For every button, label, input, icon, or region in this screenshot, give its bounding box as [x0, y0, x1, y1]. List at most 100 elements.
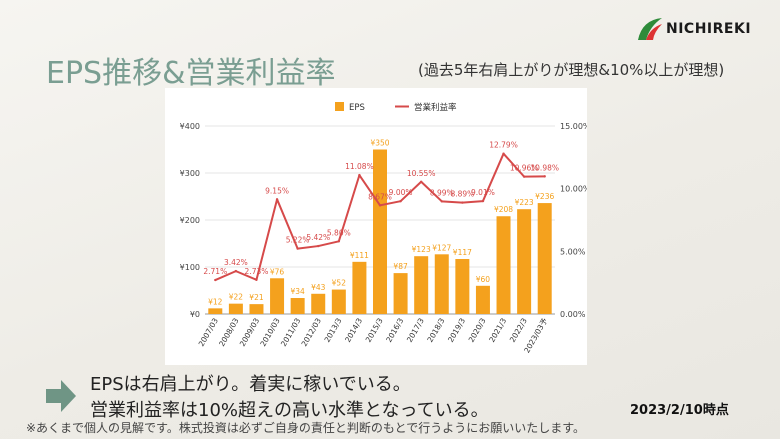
x-tick-label: 2020/3	[467, 316, 488, 344]
margin-point	[234, 269, 238, 273]
x-tick-label: 2012/03	[300, 316, 323, 348]
logo-mark-icon	[636, 16, 664, 42]
logo-text: NICHIREKI	[666, 21, 752, 37]
eps-bar-label: ¥21	[249, 293, 264, 302]
eps-bars: ¥12 ¥22 ¥21 ¥76 ¥34 ¥43 ¥52 ¥111 ¥350 ¥87 ¥123 ¥127…	[208, 139, 554, 314]
eps-bar	[414, 256, 429, 314]
margin-point	[337, 240, 341, 243]
x-tick-label: 2015/3	[364, 316, 385, 344]
margin-point	[255, 278, 258, 281]
eps-bar	[475, 285, 490, 314]
margin-point-label: 5.22%	[286, 236, 310, 245]
eps-bar-label: ¥236	[535, 192, 554, 201]
margin-point-label: 2.73%	[245, 267, 269, 276]
margin-point	[502, 152, 505, 155]
eps-bar	[517, 209, 532, 314]
legend-label-margin: 営業利益率	[414, 102, 457, 113]
eps-bar	[311, 293, 326, 314]
margin-point	[275, 198, 279, 201]
as-of-date: 2023/2/10時点	[630, 403, 729, 418]
x-tick-label: 2014/3	[343, 316, 364, 344]
margin-point	[317, 244, 320, 248]
y2-tick-label: 0.00%	[560, 310, 586, 319]
eps-bar	[434, 254, 449, 314]
eps-bar	[496, 216, 511, 314]
x-tick-label: 2017/3	[405, 316, 426, 344]
company-logo: NICHIREKI	[636, 12, 756, 46]
eps-bar-label: ¥208	[494, 205, 513, 214]
summary-line-eps: EPSは右肩上がり。着実に稼いでいる。	[90, 374, 411, 395]
chart-panel: EPS 営業利益率 ¥12 ¥22 ¥21 ¥76 ¥34 ¥43 ¥52 ¥111 ¥350 ¥8…	[165, 88, 591, 365]
arrow-icon	[46, 378, 76, 414]
eps-bar	[249, 304, 264, 314]
eps-bar-label: ¥52	[332, 279, 347, 288]
margin-line: 2.71%3.42%2.73% 9.15% 5.22%5.42%5.80% 11.08…	[203, 141, 559, 282]
eps-bar-label: ¥111	[350, 251, 369, 260]
y-tick-label: ¥200	[180, 216, 200, 225]
y-tick-label: ¥0	[190, 310, 200, 319]
margin-point-label: 8.67%	[368, 192, 392, 201]
margin-point	[481, 199, 485, 203]
eps-bar	[290, 298, 305, 314]
margin-point-label: 9.00%	[389, 188, 413, 197]
x-tick-label: 2022/3	[508, 316, 529, 344]
margin-point	[378, 204, 382, 207]
margin-point-label: 12.79%	[489, 141, 518, 150]
eps-bar	[373, 149, 387, 314]
margin-point-label: 9.15%	[265, 186, 289, 195]
margin-point-label: 10.96%	[510, 164, 539, 173]
summary-line-margin: 営業利益率は10%超えの高い水準となっている。	[90, 400, 489, 421]
y2-tick-label: 5.00%	[560, 247, 586, 256]
chart-legend: EPS 営業利益率	[335, 102, 457, 113]
eps-bar-label: ¥123	[412, 245, 431, 254]
eps-bar-label: ¥12	[208, 297, 223, 306]
margin-point	[543, 175, 546, 178]
margin-point-label: 8.89%	[450, 190, 474, 199]
eps-bar	[537, 203, 552, 314]
margin-point-label: 2.71%	[203, 267, 227, 276]
eps-bar	[393, 273, 408, 314]
margin-point-label: 10.55%	[407, 169, 436, 178]
legend-swatch-eps	[335, 102, 344, 111]
margin-point	[214, 278, 217, 282]
margin-point-label: 9.01%	[471, 188, 495, 197]
margin-point-label: 10.98%	[530, 163, 559, 172]
margin-point	[358, 173, 361, 177]
margin-point-label: 8.99%	[430, 188, 454, 197]
x-tick-label: 2018/3	[426, 316, 447, 344]
x-tick-label: 2013/3	[323, 316, 344, 344]
eps-bar-label: ¥60	[476, 275, 491, 284]
eps-bar	[455, 259, 470, 314]
eps-bar-label: ¥76	[270, 267, 285, 276]
y2-tick-label: 15.00%	[560, 122, 587, 131]
eps-bar-label: ¥127	[432, 243, 451, 252]
margin-point	[419, 180, 423, 183]
eps-bar	[270, 278, 285, 314]
page-title: EPS推移&営業利益率	[46, 56, 336, 91]
page-subtitle: (過去5年右肩上がりが理想&10%以上が理想)	[418, 61, 725, 79]
eps-bar-label: ¥87	[393, 262, 408, 271]
x-tick-label: 2021/3	[487, 316, 508, 344]
margin-point	[522, 175, 526, 178]
margin-point	[461, 201, 464, 204]
eps-bar-label: ¥43	[311, 283, 326, 292]
x-tick-label: 2016/3	[384, 316, 405, 344]
eps-bar-label: ¥350	[370, 139, 389, 148]
y2-tick-label: 10.00%	[560, 185, 587, 194]
margin-point	[399, 200, 402, 203]
eps-bar-label: ¥117	[453, 248, 472, 257]
eps-bar	[352, 261, 367, 314]
eps-bar	[228, 303, 243, 314]
eps-bar	[208, 308, 223, 314]
y-tick-label: ¥400	[180, 122, 200, 131]
y-tick-label: ¥300	[180, 169, 200, 178]
x-tick-label: 2019/3	[446, 316, 467, 344]
margin-point	[296, 247, 299, 250]
margin-point-label: 5.42%	[306, 233, 330, 242]
legend-label-eps: EPS	[349, 103, 365, 113]
eps-margin-chart: EPS 営業利益率 ¥12 ¥22 ¥21 ¥76 ¥34 ¥43 ¥52 ¥111 ¥350 ¥8…	[180, 102, 591, 354]
margin-point	[440, 200, 443, 203]
y-tick-label: ¥100	[180, 263, 200, 272]
eps-bar-label: ¥223	[515, 198, 534, 207]
eps-bar-label: ¥34	[290, 287, 305, 296]
